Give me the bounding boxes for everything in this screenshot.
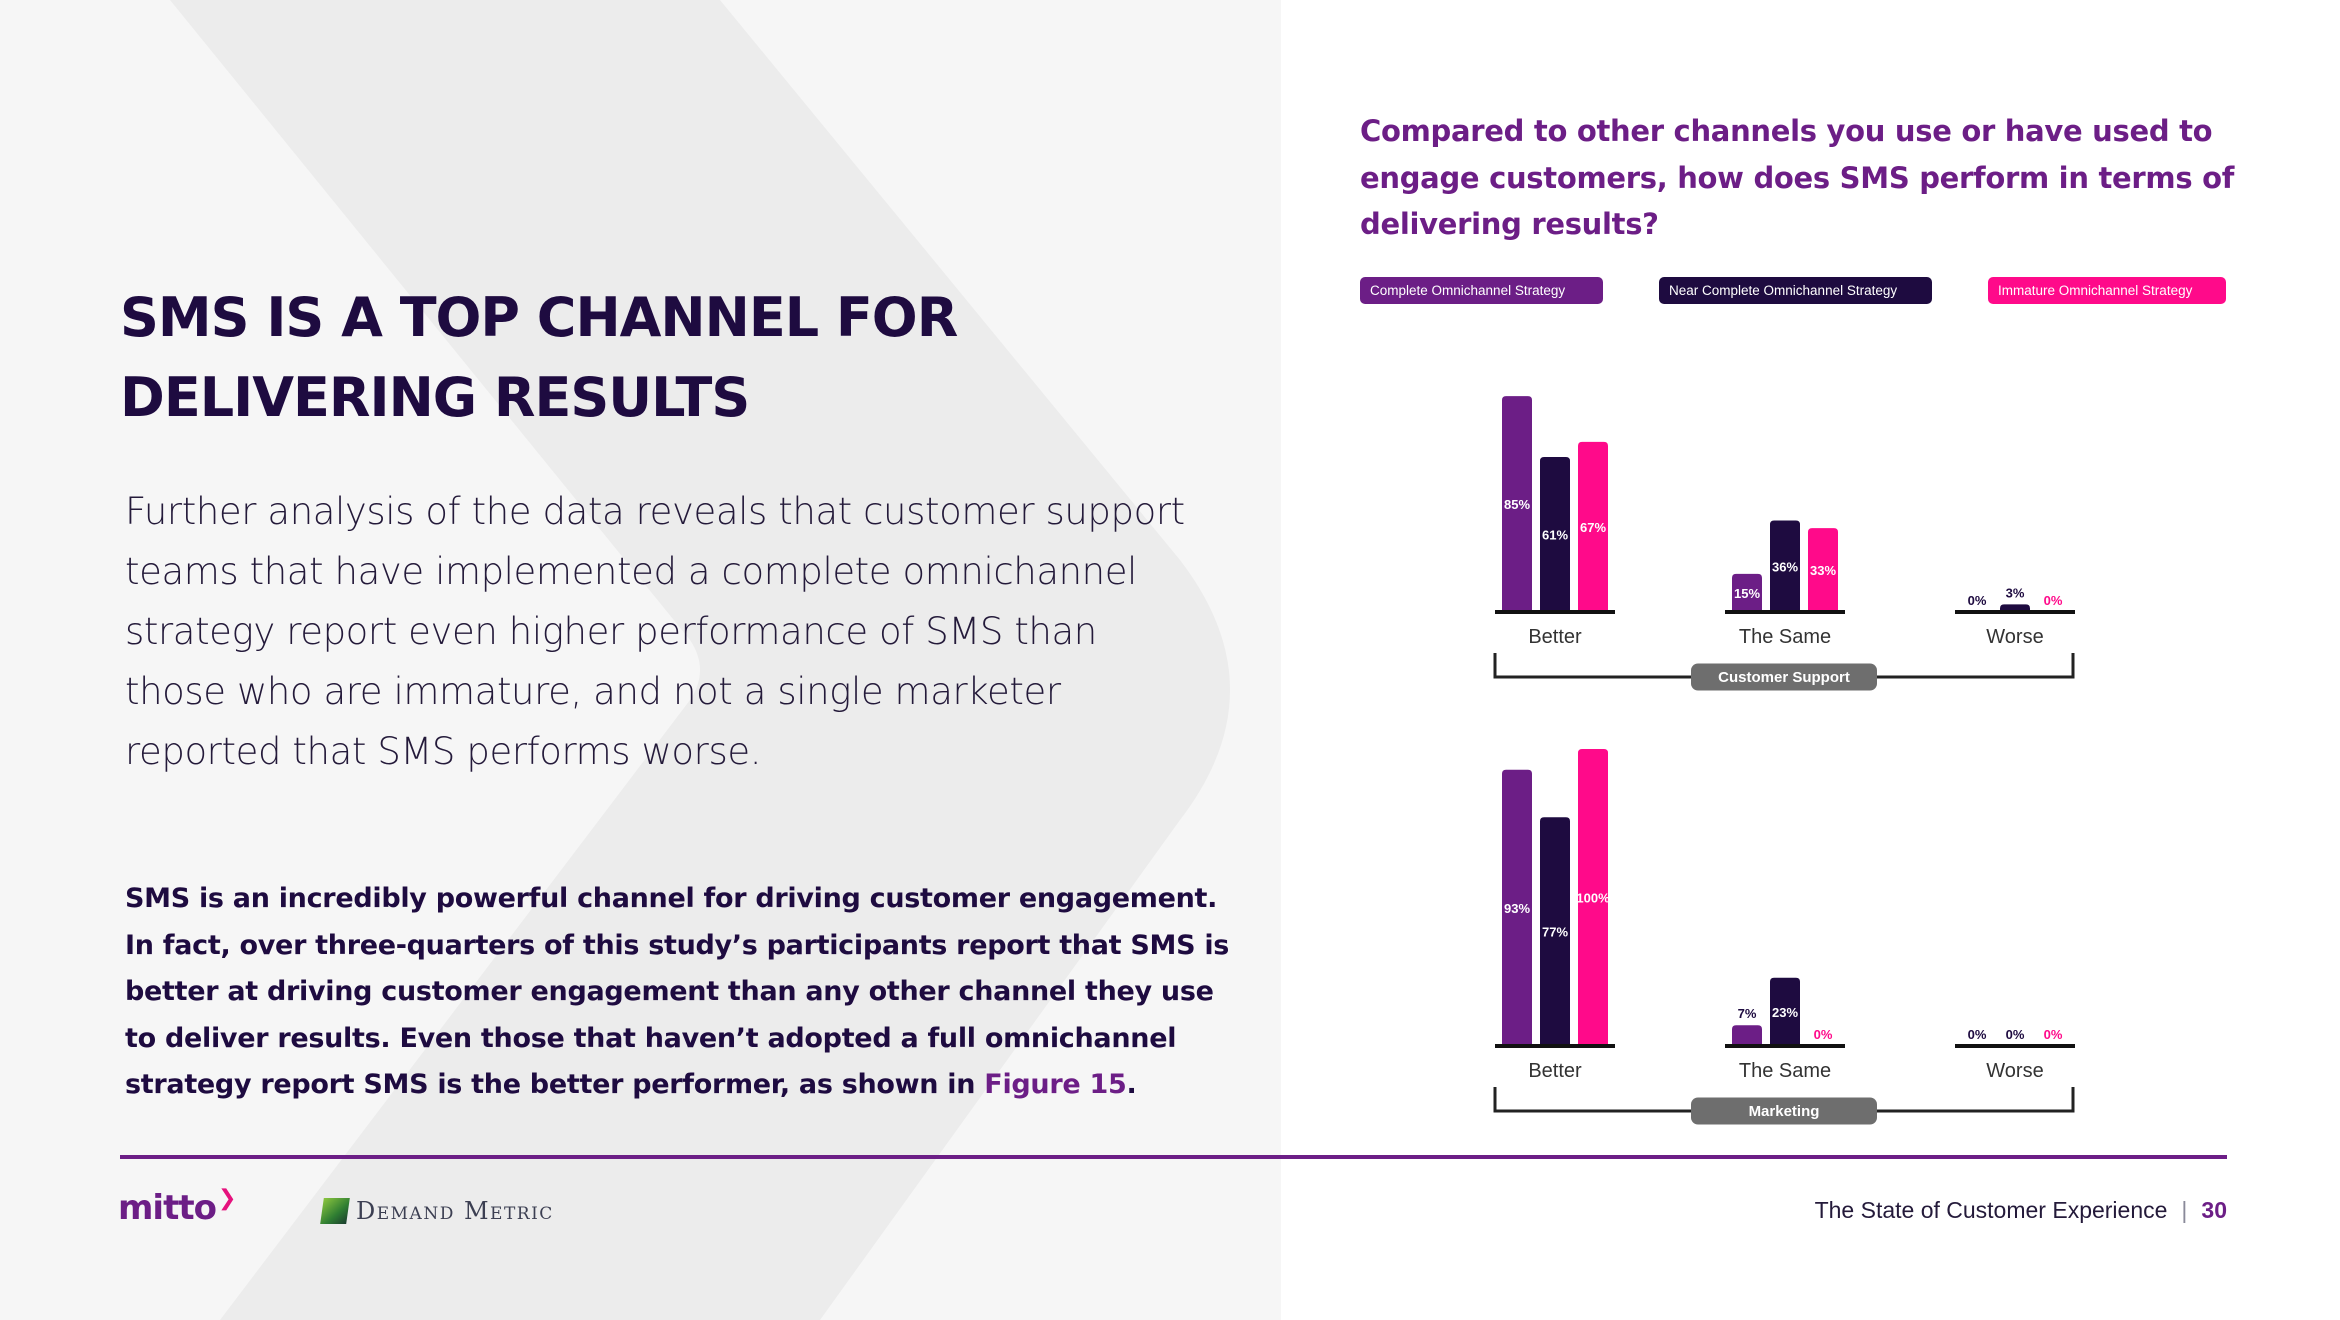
data-label: 0% (2044, 593, 2063, 608)
category-label: The Same (1739, 626, 1831, 648)
group-label: Customer Support (1718, 669, 1850, 686)
footer-divider (120, 1155, 2227, 1159)
chevron-watermark (0, 0, 1281, 1320)
data-label: 7% (1738, 1006, 1757, 1021)
legend-near-complete: Near Complete Omnichannel Strategy (1659, 277, 1932, 304)
page-title: SMS IS A TOP CHANNEL FOR DELIVERING RESU… (120, 286, 958, 429)
category-label: Better (1528, 1060, 1582, 1082)
intro-text: Further analysis of the data reveals tha… (125, 490, 1185, 773)
mitto-logo-text: mitto (118, 1188, 217, 1228)
data-label: 0% (1968, 1027, 1987, 1042)
group-label-pill (1691, 1097, 1877, 1125)
bar (1770, 520, 1800, 612)
footer-separator: | (2181, 1197, 2188, 1223)
data-label: 0% (1968, 593, 1987, 608)
bar (1540, 817, 1570, 1046)
group-label-pill (1691, 663, 1877, 691)
footer-report-title: The State of Customer Experience | 30 (1815, 1197, 2227, 1224)
legend-complete: Complete Omnichannel Strategy (1360, 277, 1603, 304)
data-label: 93% (1504, 901, 1530, 916)
group-label: Marketing (1749, 1103, 1820, 1120)
bar (1540, 457, 1570, 612)
data-label: 23% (1772, 1005, 1798, 1020)
page-number: 30 (2201, 1197, 2227, 1223)
demand-metric-wordmark: Demand Metric (356, 1197, 554, 1225)
report-title: The State of Customer Experience (1814, 1197, 2168, 1223)
body-paragraph-end: . (1126, 1069, 1137, 1100)
data-label: 0% (1814, 1027, 1833, 1042)
data-label: 61% (1542, 528, 1568, 543)
data-label: 77% (1542, 925, 1568, 940)
arrow-icon: ❯ (217, 1186, 236, 1211)
chart-title: Compared to other channels you use or ha… (1360, 114, 2235, 241)
bar (1578, 749, 1608, 1046)
mitto-logo: mitto❯ (118, 1186, 236, 1228)
bar (1502, 396, 1532, 612)
data-label: 100% (1576, 891, 1610, 906)
data-label: 0% (2006, 1027, 2025, 1042)
category-label: Better (1528, 626, 1582, 648)
bar (1502, 769, 1532, 1046)
data-label: 33% (1810, 563, 1836, 578)
body-paragraph: SMS is an incredibly powerful channel fo… (125, 876, 1245, 1109)
category-label: The Same (1739, 1060, 1831, 1082)
category-label: Worse (1986, 626, 2043, 648)
bar (1732, 573, 1762, 612)
category-label: Worse (1986, 1060, 2043, 1082)
data-label: 0% (2044, 1027, 2063, 1042)
legend-immature: Immature Omnichannel Strategy (1988, 277, 2226, 304)
figure-15-link[interactable]: Figure 15 (984, 1069, 1127, 1100)
demand-metric-mark-icon (320, 1198, 350, 1224)
data-label: 67% (1580, 520, 1606, 535)
data-label: 3% (2006, 585, 2025, 600)
bar (1732, 1025, 1762, 1046)
bar (1770, 977, 1800, 1046)
body-paragraph-text: SMS is an incredibly powerful channel fo… (125, 883, 1230, 1100)
demand-metric-logo: Demand Metric (320, 1196, 554, 1226)
bar (1808, 528, 1838, 612)
left-panel-background (0, 0, 1281, 1320)
data-label: 15% (1734, 586, 1760, 601)
data-label: 36% (1772, 559, 1798, 574)
data-label: 85% (1504, 497, 1530, 512)
bar (1578, 441, 1608, 612)
